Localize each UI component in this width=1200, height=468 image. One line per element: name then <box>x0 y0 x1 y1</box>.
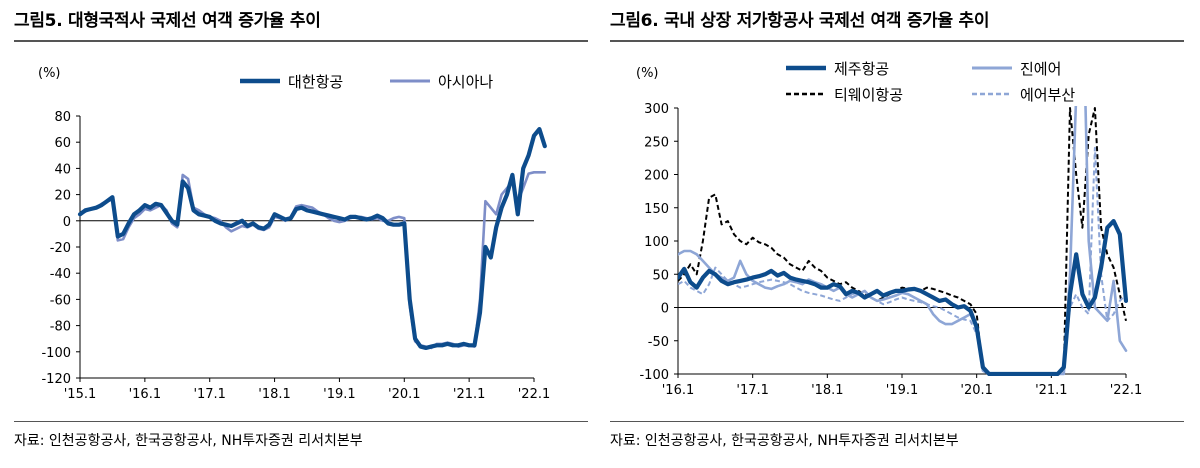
series-line-3 <box>678 146 1127 375</box>
legend-label: 아시아나 <box>438 73 493 91</box>
y-tick-label: -100 <box>41 346 71 361</box>
title-divider <box>610 40 1184 42</box>
series-line-1 <box>678 106 1128 376</box>
legend-label: 제주항공 <box>834 60 889 78</box>
y-unit-label: (%) <box>636 66 659 81</box>
chart-title: 그림6. 국내 상장 저가항공사 국제선 여객 증가율 추이 <box>610 11 990 31</box>
y-tick-label: 250 <box>644 135 669 150</box>
y-tick-label: 150 <box>644 202 669 217</box>
line-chart-large-carriers: (%) 80 60 40 20 0 -20 -40 -60 -80 -100 -120'15.1 '16… <box>38 66 551 402</box>
x-tick-label: '16.1 <box>129 387 162 402</box>
legend-label: 진에어 <box>1020 60 1061 78</box>
x-tick-label: '20.1 <box>960 383 993 398</box>
y-unit-label: (%) <box>38 66 61 81</box>
title-divider <box>14 40 588 42</box>
legend-label: 대한항공 <box>288 73 343 91</box>
y-tick-label: -100 <box>639 368 669 383</box>
series-line-0 <box>678 219 1128 376</box>
y-tick-label: -60 <box>50 293 71 308</box>
y-tick-label: 300 <box>644 102 669 117</box>
x-tick-label: '19.1 <box>323 387 356 402</box>
y-tick-label: 60 <box>54 136 71 151</box>
series-line-2 <box>678 107 1127 375</box>
chart-panel-2: 그림6. 국내 상장 저가항공사 국제선 여객 증가율 추이 (%) 300 250… <box>610 0 1190 468</box>
source-note: 자료: 인천공항공사, 한국공항공사, NH투자증권 리서치본부 <box>14 433 363 449</box>
y-tick-label: -80 <box>50 320 71 335</box>
x-tick-label: '21.1 <box>453 387 486 402</box>
y-tick-label: 20 <box>54 189 71 204</box>
x-tick-label: '19.1 <box>886 383 919 398</box>
source-divider <box>610 421 1184 422</box>
x-tick-label: '18.1 <box>258 387 291 402</box>
line-chart-low-cost-carriers: (%) 300 250 200 150 100 50 0 -50 -100'16.1 '17.1 '1… <box>636 60 1143 398</box>
x-tick-label: '22.1 <box>518 387 551 402</box>
y-tick-label: -50 <box>648 335 669 350</box>
y-tick-label: 40 <box>54 162 71 177</box>
x-tick-label: '17.1 <box>736 383 769 398</box>
x-tick-label: '20.1 <box>388 387 421 402</box>
series-line-0 <box>77 126 547 350</box>
y-tick-label: 100 <box>644 235 669 250</box>
x-tick-label: '18.1 <box>811 383 844 398</box>
y-tick-label: -120 <box>41 372 71 387</box>
y-tick-label: 200 <box>644 169 669 184</box>
y-tick-label: 50 <box>652 268 669 283</box>
x-tick-label: '21.1 <box>1035 383 1068 398</box>
chart-title: 그림5. 대형국적사 국제선 여객 증가율 추이 <box>14 11 321 31</box>
legend-label: 에어부산 <box>1020 86 1075 104</box>
y-tick-label: 0 <box>63 215 71 230</box>
legend-label: 티웨이항공 <box>834 86 903 104</box>
series-line-1 <box>78 171 547 350</box>
x-tick-label: '16.1 <box>662 383 695 398</box>
y-tick-label: 0 <box>661 302 669 317</box>
x-tick-label: '17.1 <box>193 387 226 402</box>
chart-panel-1: 그림5. 대형국적사 국제선 여객 증가율 추이 (%) 80 60 40 20 0 -20… <box>14 0 594 468</box>
source-note: 자료: 인천공항공사, 한국공항공사, NH투자증권 리서치본부 <box>610 433 959 449</box>
x-tick-label: '22.1 <box>1110 383 1143 398</box>
y-tick-label: -20 <box>50 241 71 256</box>
source-divider <box>14 421 588 422</box>
y-tick-label: -40 <box>50 267 71 282</box>
y-tick-label: 80 <box>54 110 71 125</box>
x-tick-label: '15.1 <box>64 387 97 402</box>
